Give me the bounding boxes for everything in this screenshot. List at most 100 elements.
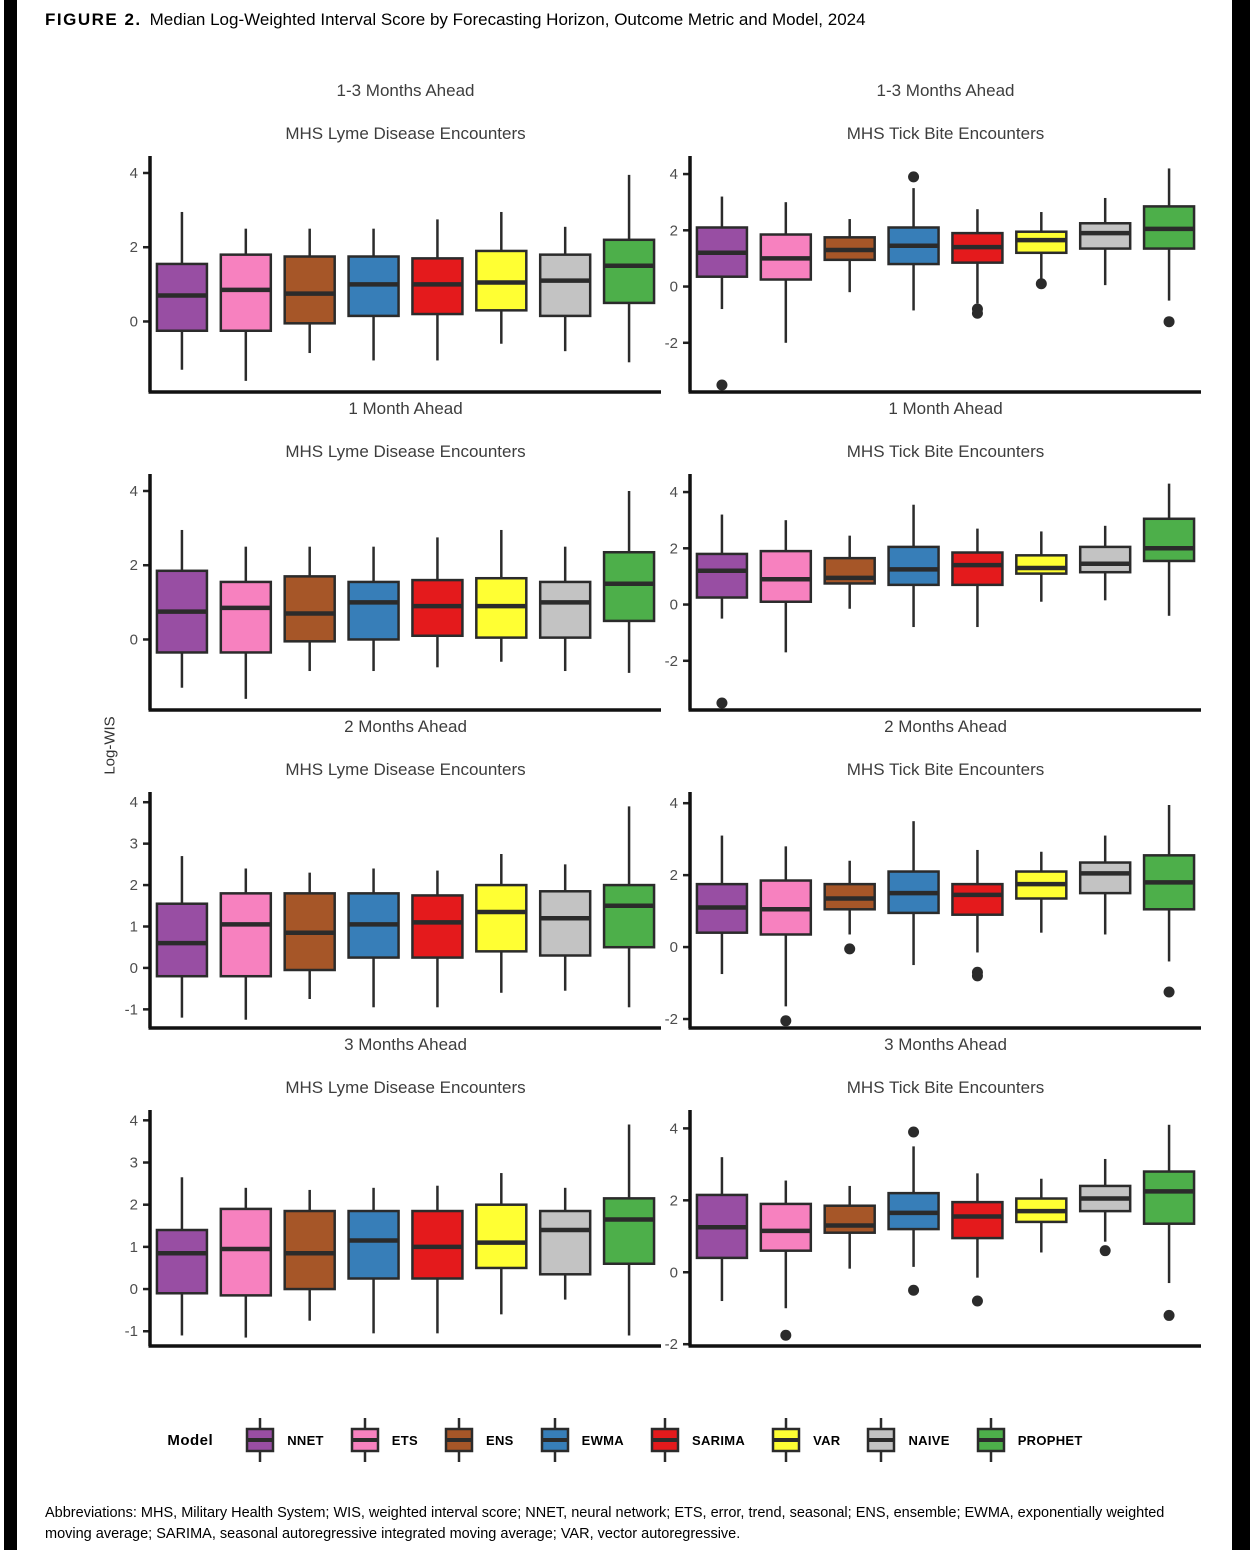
svg-text:2: 2: [130, 239, 138, 256]
boxplot-glyph-icon: [350, 1418, 380, 1462]
svg-text:0: 0: [130, 631, 138, 648]
boxplot-ets: [759, 520, 813, 653]
panel-horizon-title: 2 Months Ahead: [344, 717, 467, 736]
panel-metric-title: MHS Lyme Disease Encounters: [285, 442, 526, 461]
boxplot-prophet: [1142, 804, 1196, 998]
boxplot-nnet: [155, 211, 209, 370]
boxplot-prophet: [602, 174, 656, 363]
boxplot-ets: [759, 846, 813, 1027]
panel-horizon-title: 3 Months Ahead: [344, 1035, 467, 1054]
svg-text:4: 4: [670, 484, 678, 501]
panel-metric-title: MHS Tick Bite Encounters: [846, 760, 1045, 779]
boxplot-naive: [538, 1187, 592, 1300]
panel-metric-title: MHS Lyme Disease Encounters: [285, 760, 526, 779]
panel-2-months-lyme: 2 Months Ahead MHS Lyme Disease Encounte…: [95, 708, 665, 1030]
boxplot-ewma: [887, 1126, 940, 1296]
boxplot-ewma: [887, 504, 940, 628]
boxplot-chart: -2 0 2 4: [665, 792, 1201, 1030]
boxplot-sarima: [411, 1185, 464, 1334]
boxplot-sarima: [951, 528, 1004, 628]
svg-text:-2: -2: [665, 653, 678, 670]
boxplot-nnet: [695, 196, 749, 391]
legend-model-label: NAIVE: [908, 1432, 950, 1448]
svg-text:0: 0: [670, 279, 678, 296]
legend-model-label: PROPHET: [1017, 1432, 1083, 1448]
boxplot-naive: [538, 226, 592, 352]
abbreviations-footnote: Abbreviations: MHS, Military Health Syst…: [45, 1505, 1165, 1543]
panel-horizon-title: 1-3 Months Ahead: [336, 81, 475, 100]
panel-1to3-months-tick: 1-3 Months Ahead MHS Tick Bite Encounter…: [635, 72, 1205, 394]
panel-horizon-title: 3 Months Ahead: [884, 1035, 1007, 1054]
legend-model-label: EWMA: [581, 1432, 624, 1448]
boxplot-var: [1015, 212, 1068, 290]
boxplot-sarima: [951, 849, 1004, 982]
panel-1-month-lyme: 1 Month Ahead MHS Lyme Disease Encounter…: [95, 390, 665, 712]
legend-item-naive: NAIVE: [864, 1416, 949, 1464]
boxplot-nnet: [155, 529, 209, 688]
boxplot-prophet: [602, 1124, 656, 1336]
legend-model-label: SARIMA: [691, 1432, 746, 1448]
boxplot-ewma: [887, 821, 940, 966]
boxplot-glyph-icon: [976, 1418, 1005, 1462]
svg-text:-1: -1: [125, 1323, 138, 1340]
boxplot-sarima: [951, 209, 1004, 319]
legend-model-label: NNET: [287, 1432, 324, 1448]
boxplot-prophet: [1142, 1124, 1196, 1321]
panel-metric-title: MHS Lyme Disease Encounters: [285, 1078, 526, 1097]
boxplot-ewma: [347, 546, 400, 672]
boxplot-var: [1015, 1178, 1068, 1253]
boxplot-ets: [219, 868, 273, 1020]
boxplot-chart: -2 0 2 4: [665, 1110, 1201, 1353]
boxplot-chart: 0 2 4: [130, 474, 661, 712]
svg-text:-1: -1: [125, 1001, 138, 1018]
boxplot-naive: [1078, 1158, 1132, 1257]
boxplot-prophet: [602, 490, 656, 673]
legend-model-label: ETS: [391, 1432, 418, 1448]
boxplot-nnet: [155, 1177, 209, 1336]
svg-text:0: 0: [130, 960, 138, 977]
boxplot-chart: 0 2 4: [130, 156, 661, 394]
svg-text:1: 1: [130, 1239, 138, 1256]
boxplot-var: [475, 529, 528, 662]
svg-text:0: 0: [670, 597, 678, 614]
boxplot-ewma: [347, 1187, 400, 1334]
panel-metric-title: MHS Lyme Disease Encounters: [285, 124, 526, 143]
svg-text:2: 2: [130, 877, 138, 894]
boxplot-ewma: [347, 868, 400, 1008]
svg-text:0: 0: [130, 313, 138, 330]
svg-text:1: 1: [130, 919, 138, 936]
boxplot-ets: [759, 1180, 813, 1341]
boxplot-ens: [283, 228, 336, 354]
svg-text:2: 2: [130, 1197, 138, 1214]
boxplot-chart: -1 0 1 2 3 4: [125, 1110, 661, 1348]
legend-item-sarima: SARIMA: [648, 1416, 745, 1464]
boxplot-nnet: [695, 514, 749, 709]
boxplot-ets: [219, 228, 273, 381]
svg-text:4: 4: [670, 795, 678, 812]
boxplot-ewma: [887, 171, 940, 311]
boxplot-var: [1015, 531, 1068, 602]
svg-text:4: 4: [130, 1112, 138, 1129]
right-border-bar: [1232, 0, 1250, 1550]
svg-text:0: 0: [670, 1264, 678, 1281]
boxplot-ewma: [347, 228, 400, 361]
boxplot-prophet: [1142, 483, 1196, 616]
boxplot-glyph-icon: [771, 1418, 801, 1462]
svg-text:-2: -2: [665, 335, 678, 352]
panel-1to3-months-lyme: 1-3 Months Ahead MHS Lyme Disease Encoun…: [95, 72, 665, 394]
boxplot-var: [1015, 851, 1068, 933]
svg-text:0: 0: [670, 939, 678, 956]
boxplot-ens: [823, 1185, 876, 1269]
svg-text:2: 2: [670, 867, 678, 884]
svg-text:4: 4: [130, 165, 138, 182]
panel-horizon-title: 1-3 Months Ahead: [876, 81, 1015, 100]
boxplot-glyph-icon: [245, 1418, 275, 1462]
svg-text:2: 2: [670, 222, 678, 239]
boxplot-glyph-icon: [867, 1418, 896, 1462]
boxplot-nnet: [695, 1157, 749, 1302]
legend-item-ewma: EWMA: [538, 1416, 624, 1464]
svg-text:-2: -2: [665, 1336, 678, 1353]
legend-item-nnet: NNET: [243, 1416, 324, 1464]
svg-text:4: 4: [130, 794, 138, 811]
panel-2-months-tick: 2 Months Ahead MHS Tick Bite Encounters …: [635, 708, 1205, 1030]
